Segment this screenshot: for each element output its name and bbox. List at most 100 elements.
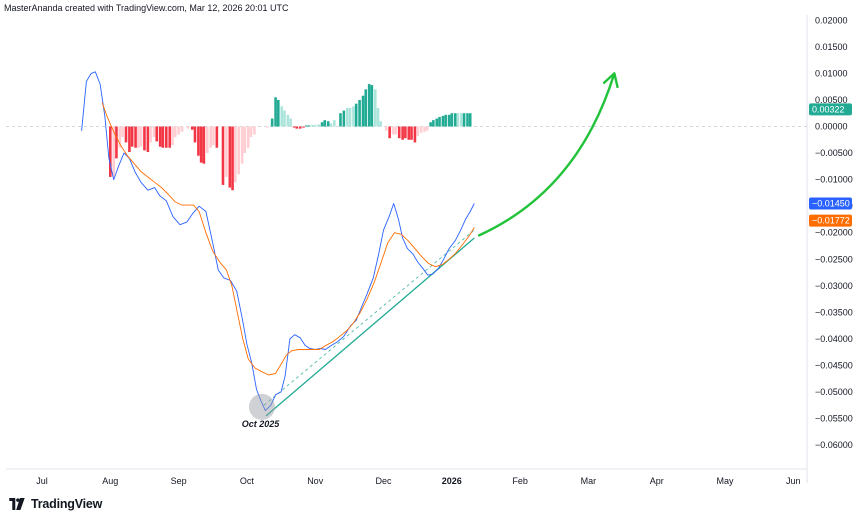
x-tick-label: Feb [512,476,528,486]
histogram-bar [173,126,177,138]
x-tick-label: Sep [171,476,187,486]
histogram-bar [134,126,137,148]
histogram-bar [311,124,314,127]
histogram-bar [307,125,311,127]
histogram-bar [358,99,361,127]
line-series [81,71,475,412]
y-tick-label: −0.01000 [815,175,853,185]
histogram-bar [432,120,435,127]
histogram-bar [460,113,463,127]
histogram-bar [388,126,391,139]
histogram-bar [190,126,194,130]
histogram-bar [205,126,209,154]
histogram-bar [346,107,349,127]
histogram-bar [329,123,333,127]
histogram-bar [177,126,180,135]
histogram-bar [289,118,292,127]
histogram-bar [384,126,388,131]
histogram-bar [438,116,441,127]
histogram-bar [435,118,439,127]
histogram-bar [221,126,225,185]
histogram-bar [416,126,419,137]
tradingview-brand[interactable]: TradingView [8,497,102,511]
dashed-trendline [263,229,475,406]
histogram-bar [404,126,407,139]
histogram-bar [274,97,277,127]
histogram-bar [240,126,244,164]
y-tick-label: −0.05000 [815,387,853,397]
histogram-bar [450,113,454,127]
histogram-bar [374,89,377,127]
histogram-bar [112,126,116,177]
x-tick-label: Nov [307,476,324,486]
y-tick-label: −0.03500 [815,307,853,317]
price-badge-label: −0.01450 [812,199,850,209]
histogram-bar [333,120,336,127]
histogram-bar [379,121,383,127]
histogram-bar [453,113,457,127]
histogram-bar [444,114,447,127]
histogram-bar [121,126,124,138]
tradingview-logo-icon [9,498,25,510]
x-tick-label: Oct [240,476,255,486]
histogram-bar [354,103,358,127]
histogram-bar [410,126,413,140]
histogram-bar [407,126,411,140]
histogram-bar [419,126,423,133]
chart-grid [6,15,808,483]
price-badge [809,214,852,227]
histogram-bar [209,126,212,148]
orange-line-series [101,102,475,376]
histogram-bar [286,114,290,127]
x-tick-label: 2026 [442,476,462,486]
histogram-bar [305,125,308,127]
histogram-bar [298,126,302,129]
histogram-bar [425,126,429,131]
histogram-bar [168,126,172,148]
histogram-bar [441,115,445,127]
histogram-bar [171,126,174,146]
histogram-bar [253,126,256,135]
y-tick-label: −0.00500 [815,148,853,158]
histogram-bar [212,126,215,146]
histogram-bar [146,126,150,152]
price-badge-label: 0.00322 [812,104,845,114]
histogram-bar [246,126,250,148]
arrow-head [602,72,619,89]
y-tick-label: 0.02000 [815,15,848,25]
y-tick-label: 0.00000 [815,122,848,132]
histogram-bar [339,113,342,127]
x-tick-label: Aug [102,476,118,486]
y-tick-label: −0.03000 [815,281,853,291]
price-badge [809,103,852,116]
histogram-bar [364,89,368,127]
y-tick-label: −0.06000 [815,440,853,450]
histogram-bar [128,126,131,152]
histogram-bar [158,126,162,147]
histogram-bar [283,110,286,127]
histogram-bar [342,110,346,127]
x-tick-label: Jul [36,476,48,486]
histogram-bar [456,113,460,127]
histogram-bar [313,124,317,127]
histogram-bar [466,113,469,127]
annotation-label: Oct 2025 [242,419,281,429]
y-tick-label: 0.00500 [815,95,848,105]
histogram-bar [391,126,395,135]
highlight-circle [248,393,275,420]
histogram-bar [165,126,168,148]
y-tick-label: −0.04500 [815,360,853,370]
histogram [109,84,472,191]
histogram-bar [186,126,190,129]
histogram-bar [249,126,253,138]
y-tick-label: −0.02000 [815,228,853,238]
price-badge-label: −0.01772 [812,216,850,226]
y-tick-label: 0.01000 [815,68,848,78]
histogram-bar [152,126,156,138]
histogram-bar [139,126,143,147]
y-tick-label: −0.04000 [815,334,853,344]
histogram-bar [124,126,128,143]
histogram-bar [243,126,247,154]
histogram-bar [155,126,159,142]
